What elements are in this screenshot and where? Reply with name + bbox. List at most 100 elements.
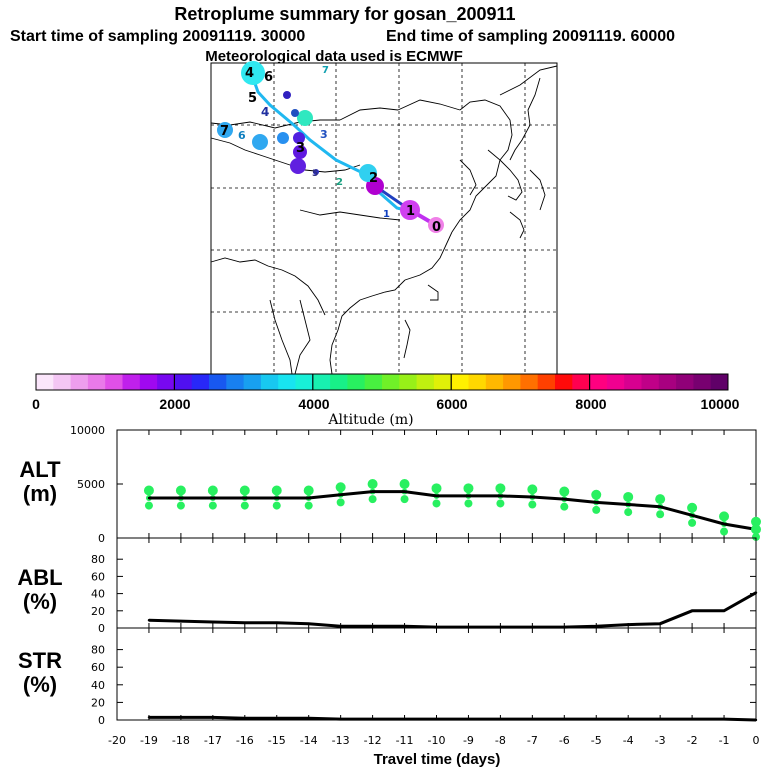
series-point — [211, 716, 215, 719]
series-point — [722, 717, 726, 721]
alt-label: ALT — [19, 457, 61, 482]
colorbar-tick-2000: 2000 — [159, 396, 190, 412]
x-tick-label: -4 — [623, 734, 634, 747]
x-tick-label: -9 — [463, 734, 474, 747]
day-label-alt-7: 7 — [322, 65, 329, 76]
x-tick-label: -10 — [428, 734, 446, 747]
altitude-cluster-dot — [431, 483, 442, 494]
colorbar-swatch — [209, 374, 227, 390]
altitude-cluster-dot — [624, 508, 633, 517]
colorbar-swatch — [122, 374, 141, 390]
x-tick-label: -16 — [236, 734, 254, 747]
altitude-cluster-dot — [752, 532, 760, 541]
series-point — [690, 514, 694, 517]
series-point — [595, 625, 598, 628]
str-panel: 80 60 40 20 0 — [91, 627, 758, 727]
colorbar-swatch — [157, 374, 175, 390]
plume-point — [241, 61, 265, 85]
altitude-cluster-dot — [688, 518, 697, 527]
colorbar-swatch — [243, 374, 262, 390]
y-tick-label: 60 — [91, 661, 105, 674]
altitude-cluster-dot — [335, 482, 346, 493]
plume-point — [359, 164, 377, 182]
altitude-cluster-dot — [240, 501, 249, 510]
altitude-cluster-dot — [271, 485, 282, 496]
colorbar-swatch — [658, 374, 677, 390]
x-tick-label: -11 — [396, 734, 414, 747]
x-tick-label: -7 — [527, 734, 538, 747]
colorbar-swatch — [433, 374, 452, 390]
colorbar-swatch — [693, 374, 712, 390]
series-point — [595, 501, 598, 504]
day-label-6: 6 — [264, 70, 273, 85]
plume-point — [283, 91, 291, 99]
end-time-label: End time of sampling 20091119. 60000 — [386, 28, 675, 45]
alt-unit: (m) — [23, 481, 57, 506]
altitude-cluster-dot — [336, 498, 345, 507]
altitude-cluster-dot — [687, 502, 698, 513]
colorbar-frame — [35, 373, 729, 391]
colorbar-tick-labels: 0 2000 4000 6000 8000 10000 — [32, 396, 740, 412]
series-point — [690, 609, 694, 612]
day-label-alt-2: 2 — [336, 177, 343, 188]
y-tick-label: 40 — [91, 588, 105, 601]
colorbar-swatch — [555, 374, 573, 390]
day-label-5: 5 — [248, 91, 257, 106]
altitude-cluster-dot — [399, 479, 410, 489]
y-tick-label: 0 — [98, 532, 105, 545]
altitude-cluster-dot — [720, 527, 729, 536]
series-line — [148, 591, 757, 629]
colorbar-swatch — [451, 374, 469, 390]
altitude-cluster-dot — [175, 485, 186, 496]
x-tick-label: -18 — [172, 734, 190, 747]
colorbar-tick-8000: 8000 — [575, 396, 606, 412]
series-point — [499, 717, 502, 721]
colorbar-swatch — [87, 374, 106, 390]
y-tick-label: 20 — [91, 605, 105, 618]
x-tick-label: -20 — [108, 734, 126, 747]
colorbar-swatch — [174, 374, 193, 390]
plume-point — [293, 132, 305, 144]
x-tick-label: -12 — [364, 734, 382, 747]
colorbar-swatch — [105, 374, 123, 390]
colorbar-swatch — [485, 374, 504, 390]
altitude-cluster-dot — [464, 499, 473, 508]
colorbar-swatch — [191, 374, 210, 390]
colorbar-swatch — [520, 374, 539, 390]
altitude-cluster-dot — [528, 500, 537, 509]
series-point — [467, 494, 470, 498]
colorbar-swatch — [606, 374, 625, 390]
x-tick-label: -2 — [687, 734, 698, 747]
series-point — [275, 621, 278, 625]
day-label-alt-4: 4 — [261, 105, 269, 119]
colorbar-tick-6000: 6000 — [436, 396, 467, 412]
colorbar-swatch — [537, 374, 556, 390]
colorbar-swatch — [416, 374, 435, 390]
map-grid — [211, 63, 557, 374]
x-tick-label: -17 — [204, 734, 222, 747]
series-point — [627, 623, 630, 626]
series-point — [467, 717, 470, 721]
colorbar-swatch — [330, 374, 348, 390]
series-point — [147, 619, 151, 622]
altitude-cluster-dot — [559, 486, 570, 497]
x-tick-label: -3 — [655, 734, 666, 747]
day-label-1: 1 — [406, 204, 415, 219]
altitude-cluster-dot — [496, 499, 505, 508]
colorbar-swatch — [139, 374, 158, 390]
series-line — [148, 715, 757, 722]
series-point — [243, 621, 246, 625]
map-panel: 0 1 2 3 4 5 6 7 1 2 3 4 5 6 7 — [210, 61, 558, 375]
day-label-2: 2 — [369, 171, 378, 186]
series-point — [371, 625, 374, 628]
altitude-cluster-dot — [432, 499, 441, 508]
altitude-cluster-dot — [367, 479, 378, 489]
plume-point — [290, 158, 306, 174]
series-point — [339, 493, 342, 496]
altitude-cluster-dot — [303, 485, 314, 496]
altitude-cluster-dot — [368, 495, 377, 504]
altitude-cluster-dot — [143, 485, 154, 496]
series-point — [754, 591, 758, 594]
day-label-0: 0 — [432, 220, 441, 235]
day-label-4: 4 — [245, 66, 254, 81]
